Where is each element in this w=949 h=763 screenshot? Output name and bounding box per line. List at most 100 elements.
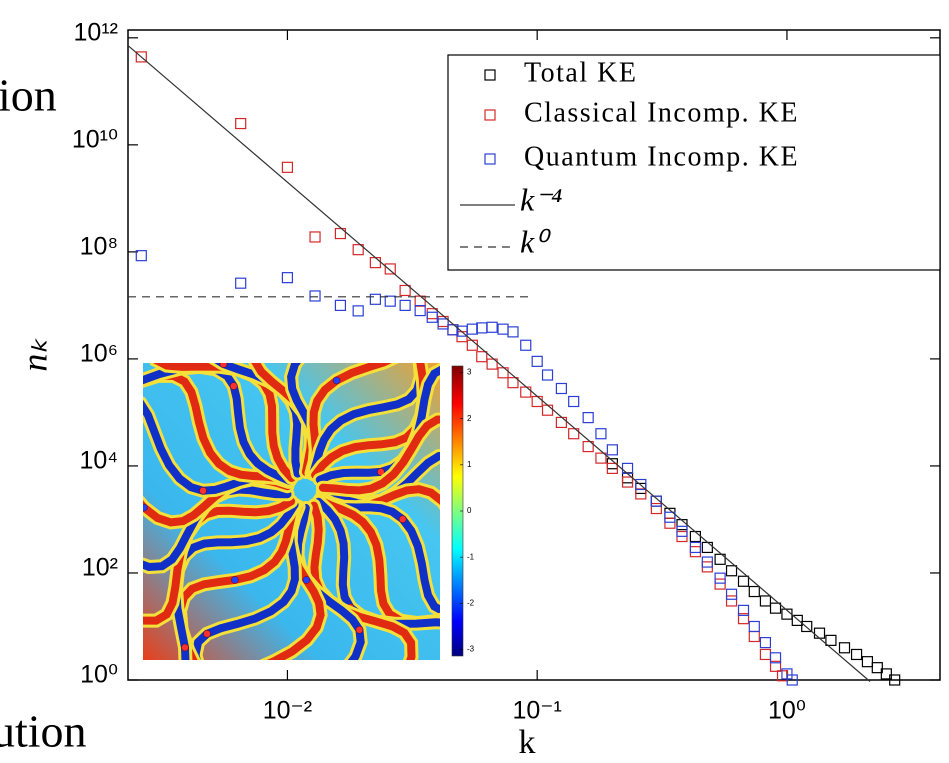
data-point [786, 674, 798, 686]
vortex [219, 363, 228, 368]
data-point [507, 326, 519, 338]
vortex [199, 486, 207, 495]
data-point [369, 293, 381, 305]
legend-marker [484, 109, 496, 121]
data-point [541, 369, 554, 381]
y-tick-label: 10¹² [74, 18, 118, 46]
data-point [825, 634, 837, 646]
data-point [135, 51, 147, 63]
legend-label: Classical Incomp. KE [524, 97, 799, 128]
vortex [332, 376, 341, 385]
data-point [466, 323, 478, 335]
data-point [399, 284, 411, 297]
data-point [689, 546, 702, 558]
vortex [402, 671, 409, 678]
data-point [737, 604, 750, 616]
data-point [606, 444, 618, 456]
vortex [147, 345, 154, 352]
y-tick-label: 10² [82, 554, 118, 582]
data-point [714, 553, 726, 565]
data-point [714, 578, 726, 590]
y-tick-label: 10⁶ [80, 340, 118, 368]
data-point [725, 588, 738, 600]
phase-stripe [318, 415, 440, 495]
data-point [759, 648, 772, 661]
data-point [531, 355, 543, 367]
vortex [349, 319, 356, 326]
data-point [606, 462, 618, 474]
phase-stripe [315, 496, 440, 628]
background-text: ution [0, 706, 87, 757]
data-point [281, 161, 294, 173]
data-point [568, 395, 580, 408]
data-point [748, 585, 760, 598]
vortex [401, 315, 408, 322]
data-point [384, 263, 396, 275]
data-point [689, 541, 702, 554]
y-tick-label: 10⁴ [79, 447, 118, 475]
data-point [701, 556, 713, 568]
colorbar-tick-label: 3 [467, 368, 472, 377]
data-point [635, 478, 647, 491]
vortex [302, 576, 311, 584]
data-point [352, 305, 364, 317]
phase-stripe [315, 496, 440, 615]
data-point [889, 674, 901, 686]
data-point [369, 257, 381, 269]
colorbar-tick-label: -1 [467, 552, 475, 561]
data-point [384, 295, 396, 307]
data-point [235, 117, 247, 130]
data-point [555, 416, 567, 429]
data-point [650, 495, 662, 507]
fit-line [127, 45, 871, 682]
data-point [531, 395, 543, 408]
data-point [621, 476, 634, 488]
vortex [229, 382, 238, 390]
data-point [650, 502, 662, 515]
vortex [181, 643, 189, 652]
vortex [377, 468, 385, 476]
colorbar-tick-label: -3 [467, 645, 475, 654]
legend-box [447, 54, 941, 271]
data-point [426, 311, 438, 323]
phase-stripe [143, 371, 294, 486]
x-tick-label: 10⁻¹ [513, 697, 562, 725]
data-point [701, 541, 713, 554]
legend-marker [484, 69, 496, 81]
data-point [791, 614, 803, 626]
data-point [595, 428, 607, 440]
data-point [689, 530, 702, 543]
data-point [309, 231, 321, 243]
colorbar-tick-label: 2 [467, 414, 472, 423]
data-point [541, 404, 554, 416]
vortex [355, 626, 364, 634]
x-tick-label: 10⁻² [263, 697, 312, 725]
data-point [414, 295, 426, 307]
vortex [143, 503, 148, 512]
data-point [769, 602, 782, 614]
data-point [769, 652, 782, 664]
data-point [520, 339, 532, 351]
background-text: ion [0, 70, 57, 121]
data-point [437, 318, 449, 330]
data-point [235, 277, 247, 289]
x-axis-label: k [519, 724, 536, 761]
data-point [352, 244, 364, 256]
data-point [664, 517, 676, 529]
data-point [759, 595, 772, 607]
vortex [398, 515, 407, 523]
vortex [203, 630, 211, 638]
data-point [801, 620, 813, 633]
data-point [714, 572, 726, 584]
data-point [748, 630, 760, 643]
y-tick-label: 10⁰ [80, 661, 118, 689]
data-point [861, 656, 874, 668]
data-point [568, 428, 580, 440]
phase-stripe [309, 363, 392, 478]
legend-label: Total KE [524, 57, 637, 88]
legend-label: k⁻⁴ [520, 181, 562, 217]
y-tick-label: 10⁸ [80, 232, 118, 260]
data-point [621, 462, 634, 474]
data-point [676, 525, 688, 537]
